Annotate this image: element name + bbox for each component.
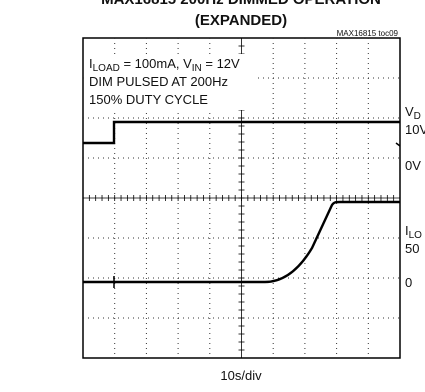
level-marker <box>395 142 401 147</box>
channel-name: VD <box>405 104 421 122</box>
annotation: DIM PULSED AT 200Hz <box>89 74 228 89</box>
trace-voltage <box>83 120 400 145</box>
timebase: 10s/div <box>220 368 262 383</box>
annotation-bg <box>86 54 256 110</box>
channel-scale: 50 <box>405 241 419 256</box>
title-line: (EXPANDED) <box>195 12 287 29</box>
annotation-part: = 12V <box>202 56 240 71</box>
annotation-sub: LOAD <box>93 63 120 74</box>
title-line: MAX16815 200Hz DIMMED OPERATION <box>101 0 381 8</box>
channel-zero: 0 <box>405 275 412 290</box>
channel-name: ILO <box>405 223 422 241</box>
annotation-part: = 100mA, V <box>120 56 192 71</box>
trace-current <box>83 200 400 284</box>
annotation-sub: IN <box>192 63 202 74</box>
channel-zero: 0V <box>405 158 421 173</box>
channel-name-part: I <box>405 223 409 238</box>
annotation: ILOAD = 100mA, VIN = 12V <box>89 56 240 74</box>
channel-name-sub: LO <box>409 230 423 241</box>
annotation-part: I <box>89 56 93 71</box>
annotation: 150% DUTY CYCLE <box>89 92 208 107</box>
channel-name-sub: D <box>414 111 421 122</box>
figure-id: MAX16815 toc09 <box>337 29 399 38</box>
channel-scale: 10V <box>405 122 425 137</box>
channel-name-part: V <box>405 104 414 119</box>
